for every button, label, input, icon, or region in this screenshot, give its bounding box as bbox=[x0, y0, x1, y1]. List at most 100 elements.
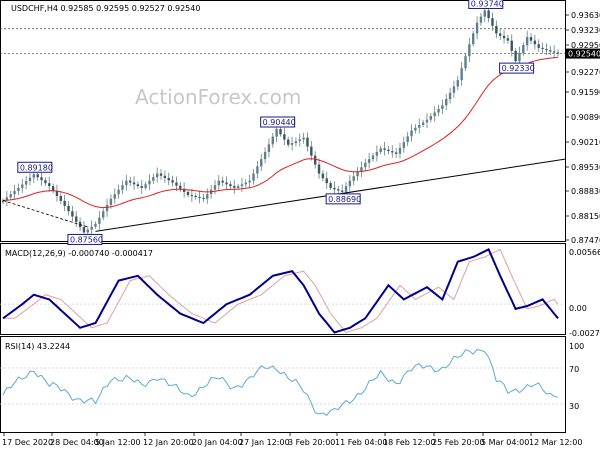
macd-series-layer bbox=[0, 248, 565, 334]
price-label: 0.93740 bbox=[471, 0, 504, 8]
candle-body bbox=[506, 38, 510, 41]
candle-body bbox=[394, 152, 398, 154]
candle-body bbox=[229, 184, 232, 187]
macd-tick-label: 0.00 bbox=[569, 304, 587, 313]
candle-body bbox=[71, 211, 74, 217]
candle-body bbox=[67, 205, 70, 212]
candle-body bbox=[379, 148, 382, 152]
candle-body bbox=[98, 217, 101, 224]
candle-body bbox=[452, 86, 456, 93]
candle-body bbox=[402, 142, 406, 148]
candle-body bbox=[148, 180, 151, 185]
candle-body bbox=[483, 10, 486, 17]
candle-body bbox=[213, 185, 217, 190]
candle-body bbox=[144, 184, 147, 188]
candle-body bbox=[94, 223, 97, 227]
candle-body bbox=[433, 112, 436, 117]
time-tick-label: 25 Feb 20:00 bbox=[432, 438, 484, 447]
candle-body bbox=[13, 191, 16, 195]
candle-body bbox=[267, 144, 271, 152]
candle-body bbox=[510, 40, 513, 51]
rsi-header: RSI(14) 43.2244 bbox=[5, 342, 70, 351]
candle-body bbox=[410, 130, 413, 137]
candle-body bbox=[425, 119, 429, 123]
candle-body bbox=[456, 80, 459, 87]
price-series-layer: 0.89180 0.87560 0.90440 0.88690 0.93740 0.923… bbox=[0, 0, 566, 245]
macd-line bbox=[2, 248, 559, 334]
candle-body bbox=[24, 181, 28, 185]
time-tick-label: 5 Jan 12:00 bbox=[95, 438, 141, 447]
rsi-tick-label: 70 bbox=[569, 365, 579, 374]
time-tick-label: 27 Jan 12:00 bbox=[239, 438, 290, 447]
candle-body bbox=[17, 187, 20, 192]
candle-body bbox=[502, 35, 506, 39]
time-tick-label: 11 Feb 04:00 bbox=[335, 438, 387, 447]
candle-body bbox=[21, 184, 24, 188]
candle-body bbox=[306, 137, 309, 147]
last-price-label: 0.92540 bbox=[568, 50, 600, 59]
price-panel-frame bbox=[0, 0, 566, 242]
macd-panel-frame bbox=[0, 243, 566, 335]
candle-body bbox=[248, 180, 251, 183]
candle-body bbox=[175, 182, 178, 186]
candle-body bbox=[344, 186, 348, 192]
candle-body bbox=[375, 151, 379, 156]
candle-body bbox=[356, 171, 359, 177]
candle-body bbox=[202, 197, 205, 199]
candle-body bbox=[541, 47, 544, 50]
candle-body bbox=[225, 182, 228, 185]
candle-body bbox=[387, 149, 390, 152]
candle-body bbox=[121, 185, 124, 190]
candle-body bbox=[86, 229, 89, 233]
candle-body bbox=[198, 196, 201, 198]
price-label: 0.89180 bbox=[20, 163, 53, 172]
candle-body bbox=[44, 180, 47, 184]
candle-body bbox=[236, 186, 240, 188]
candle-body bbox=[63, 200, 66, 206]
candle-body bbox=[294, 141, 298, 144]
candle-body bbox=[498, 33, 502, 36]
dashed-trendline bbox=[2, 200, 88, 228]
candle-body bbox=[364, 162, 367, 168]
candle-body bbox=[1, 200, 5, 203]
candle-body bbox=[556, 52, 560, 54]
time-tick-label: 5 Mar 04:00 bbox=[481, 438, 529, 447]
candle-body bbox=[90, 226, 93, 230]
candle-body bbox=[109, 198, 113, 205]
rsi-panel-frame bbox=[0, 336, 566, 433]
candle-body bbox=[132, 182, 136, 185]
candle-body bbox=[217, 180, 221, 186]
candle-body bbox=[491, 18, 494, 26]
candle-body bbox=[275, 129, 278, 137]
candle-body bbox=[367, 159, 371, 163]
candle-body bbox=[55, 191, 59, 196]
candle-body bbox=[445, 99, 448, 106]
candle-body bbox=[40, 177, 43, 181]
price-label-box bbox=[17, 161, 53, 173]
macd-header: MACD(12,26,9) -0.000740 -0.000417 bbox=[5, 249, 153, 258]
rsi-tick-label: 100 bbox=[569, 342, 584, 351]
candle-body bbox=[194, 195, 197, 197]
candle-body bbox=[290, 143, 294, 145]
candle-body bbox=[256, 166, 259, 174]
candle-body bbox=[352, 176, 355, 181]
candle-body bbox=[348, 180, 352, 187]
candle-body bbox=[221, 180, 224, 183]
candle-body bbox=[552, 51, 556, 53]
candle-body bbox=[468, 44, 471, 57]
candle-body bbox=[325, 178, 328, 184]
candle-body bbox=[36, 174, 39, 178]
candle-body bbox=[317, 164, 321, 174]
price-label: 0.90440 bbox=[263, 118, 296, 127]
time-tick-label: 17 Dec 2020 bbox=[2, 438, 53, 447]
candle-body bbox=[159, 173, 163, 176]
price-label-box bbox=[260, 116, 296, 128]
candle-body bbox=[371, 155, 375, 160]
candle-body bbox=[113, 194, 116, 199]
candle-body bbox=[128, 180, 132, 183]
